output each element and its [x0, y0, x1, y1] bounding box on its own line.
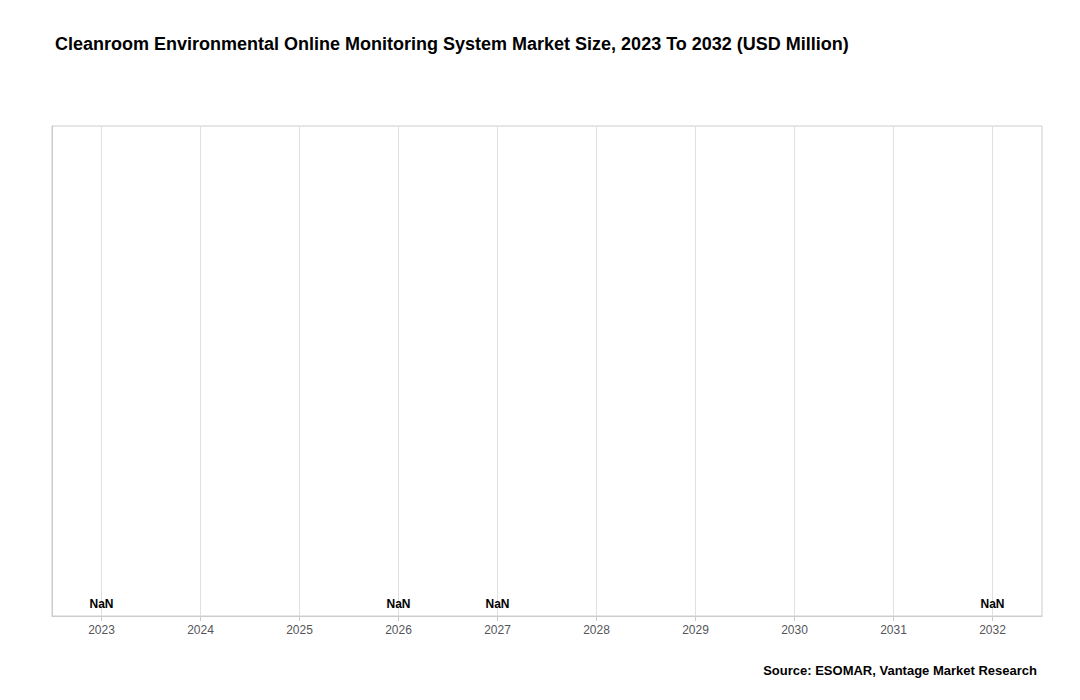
svg-text:NaN: NaN	[89, 597, 113, 611]
svg-text:2030: 2030	[781, 623, 808, 637]
svg-text:2031: 2031	[880, 623, 907, 637]
svg-text:2028: 2028	[583, 623, 610, 637]
svg-text:2025: 2025	[286, 623, 313, 637]
svg-text:2032: 2032	[979, 623, 1006, 637]
svg-text:2024: 2024	[187, 623, 214, 637]
svg-text:2026: 2026	[385, 623, 412, 637]
svg-text:2029: 2029	[682, 623, 709, 637]
svg-text:Cleanroom Environmental Online: Cleanroom Environmental Online Monitorin…	[55, 34, 849, 54]
svg-text:2027: 2027	[484, 623, 511, 637]
svg-text:NaN: NaN	[386, 597, 410, 611]
svg-text:Source: ESOMAR, Vantage Market: Source: ESOMAR, Vantage Market Research	[763, 663, 1037, 678]
svg-text:NaN: NaN	[980, 597, 1004, 611]
svg-text:2023: 2023	[88, 623, 115, 637]
svg-text:NaN: NaN	[485, 597, 509, 611]
